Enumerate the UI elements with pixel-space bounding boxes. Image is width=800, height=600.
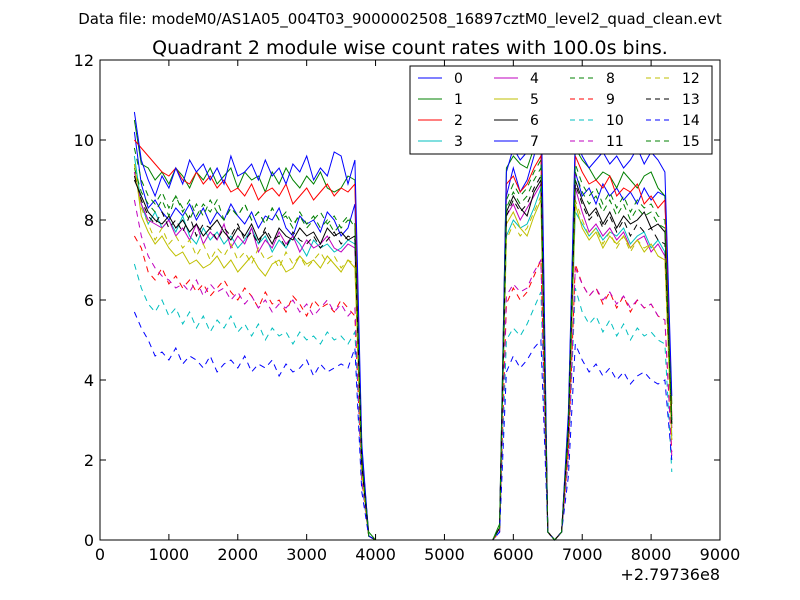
suptitle: Data file: modeM0/AS1A05_004T03_90000025…: [78, 10, 722, 29]
legend-label-12: 12: [682, 71, 700, 87]
x-tick-label: 8000: [631, 545, 672, 564]
legend-label-8: 8: [606, 71, 615, 87]
legend-label-15: 15: [682, 134, 700, 150]
legend-label-7: 7: [530, 134, 539, 150]
x-offset-label: +2.79736e8: [620, 565, 720, 584]
plot-frame: [99, 59, 721, 541]
legend-label-4: 4: [530, 71, 539, 87]
x-tick-label: 5000: [424, 545, 465, 564]
tick-layer: 0 1000 2000 3000 4000 5000 6000 7000 8000 9000 0 2 4…: [74, 51, 741, 564]
legend-label-10: 10: [606, 113, 624, 129]
y-tick-label: 8: [84, 211, 94, 230]
legend-label-5: 5: [530, 92, 539, 108]
x-tick-label: 1000: [149, 545, 190, 564]
y-tick-label: 4: [84, 371, 94, 390]
legend-label-2: 2: [454, 113, 463, 129]
legend-label-0: 0: [454, 71, 463, 87]
series-line-15: [133, 147, 673, 541]
legend-label-3: 3: [454, 134, 463, 150]
x-tick-label: 4000: [355, 545, 396, 564]
series-line-12: [133, 163, 673, 541]
chart-title: Quadrant 2 module wise count rates with …: [152, 37, 668, 59]
legend-label-14: 14: [682, 113, 700, 129]
y-tick-label: 12: [74, 51, 94, 70]
y-tick-label: 0: [84, 531, 94, 550]
x-tick-label: 7000: [562, 545, 603, 564]
x-tick-label: 9000: [700, 545, 741, 564]
legend-frame: [409, 65, 713, 155]
legend-label-6: 6: [530, 113, 539, 129]
x-tick-label: 0: [95, 545, 105, 564]
y-tick-label: 2: [84, 451, 94, 470]
x-tick-label: 3000: [286, 545, 327, 564]
legend-label-11: 11: [606, 134, 624, 150]
y-tick-label: 10: [74, 131, 94, 150]
y-tick-label: 6: [84, 291, 94, 310]
legend-label-13: 13: [682, 92, 700, 108]
x-tick-label: 2000: [217, 545, 258, 564]
legend-label-1: 1: [454, 92, 463, 108]
legend-label-9: 9: [606, 92, 615, 108]
x-tick-label: 6000: [493, 545, 534, 564]
